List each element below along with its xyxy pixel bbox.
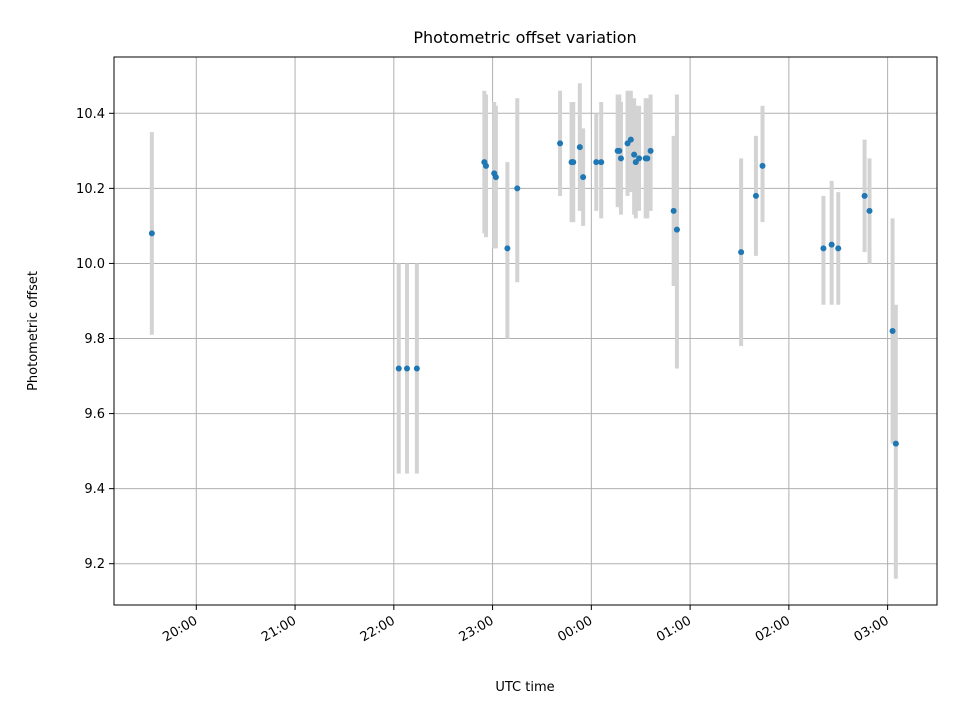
x-tick-label: 23:00 bbox=[457, 613, 497, 645]
grid-lines bbox=[114, 57, 937, 605]
data-point bbox=[148, 230, 155, 237]
data-point bbox=[580, 174, 587, 181]
y-tick-label: 9.6 bbox=[84, 407, 105, 422]
data-point bbox=[670, 207, 677, 214]
data-point bbox=[636, 155, 643, 162]
y-tick-label: 10.4 bbox=[76, 107, 105, 122]
data-point bbox=[673, 226, 680, 233]
data-point bbox=[413, 365, 420, 372]
x-tick-label: 22:00 bbox=[358, 613, 398, 645]
data-point bbox=[828, 241, 835, 248]
data-point bbox=[492, 174, 499, 181]
data-point bbox=[752, 192, 759, 199]
data-point bbox=[820, 245, 827, 252]
data-point bbox=[617, 155, 624, 162]
x-tick-label: 01:00 bbox=[654, 613, 694, 645]
data-point bbox=[557, 140, 564, 147]
data-point bbox=[395, 365, 402, 372]
data-point bbox=[616, 147, 623, 154]
chart-title: Photometric offset variation bbox=[413, 28, 636, 47]
plot-frame bbox=[113, 56, 938, 606]
data-point bbox=[866, 207, 873, 214]
x-axis-label: UTC time bbox=[495, 680, 554, 695]
data-point bbox=[504, 245, 511, 252]
x-tick-label: 02:00 bbox=[753, 613, 793, 645]
y-tick-label: 9.2 bbox=[84, 557, 105, 572]
data-point bbox=[593, 159, 600, 166]
y-tick-label: 9.4 bbox=[84, 482, 105, 497]
x-axis-ticks: 20:00 21:00 22:00 23:00 00:00 01:00 02:00 03:00 bbox=[160, 605, 892, 645]
error-bars bbox=[149, 83, 898, 579]
y-tick-label: 10.0 bbox=[76, 257, 105, 272]
data-point bbox=[892, 440, 899, 447]
data-point bbox=[631, 151, 638, 158]
data-point bbox=[514, 185, 521, 192]
data-point bbox=[759, 162, 766, 169]
x-tick-label: 20:00 bbox=[160, 613, 200, 645]
data-point bbox=[861, 192, 868, 199]
data-point bbox=[570, 159, 577, 166]
data-point bbox=[627, 136, 634, 143]
data-points bbox=[148, 136, 899, 447]
data-point bbox=[738, 249, 745, 256]
x-tick-label: 03:00 bbox=[852, 613, 892, 645]
data-point bbox=[889, 328, 896, 334]
y-axis-label: Photometric offset bbox=[26, 271, 41, 391]
x-tick-label: 21:00 bbox=[259, 613, 299, 645]
x-tick-label: 00:00 bbox=[555, 613, 595, 645]
y-axis-ticks: 9.2 9.4 9.6 9.8 10.0 10.2 10.4 bbox=[76, 107, 114, 572]
data-point bbox=[835, 245, 842, 252]
y-tick-label: 10.2 bbox=[76, 182, 105, 197]
data-point bbox=[576, 144, 583, 151]
data-point bbox=[403, 365, 410, 372]
data-point bbox=[644, 155, 651, 162]
data-point bbox=[482, 162, 489, 169]
data-point bbox=[598, 159, 605, 166]
data-point bbox=[647, 147, 654, 154]
y-tick-label: 9.8 bbox=[84, 332, 105, 347]
